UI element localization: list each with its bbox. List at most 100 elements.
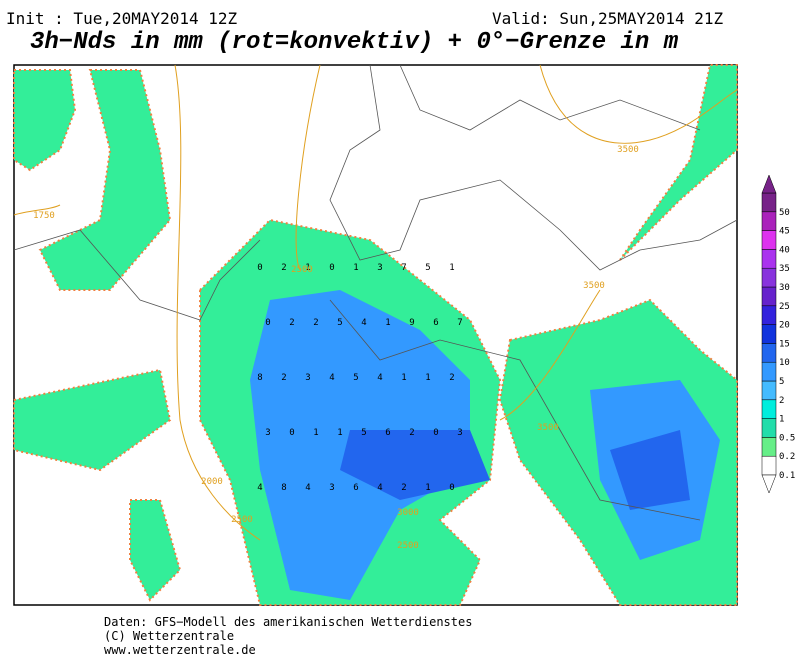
core-precip	[340, 430, 690, 510]
cell-value: 1	[337, 428, 342, 438]
legend-label: 5	[779, 377, 784, 387]
footer-line: www.wetterzentrale.de	[104, 643, 256, 657]
coastlines	[13, 64, 738, 521]
legend-swatch	[761, 324, 777, 344]
cell-value: 1	[385, 318, 390, 328]
cell-value: 4	[361, 318, 366, 328]
legend-swatch	[761, 267, 777, 288]
cell-value: 1	[449, 263, 454, 273]
legend-swatch	[761, 380, 777, 401]
legend-swatch	[761, 249, 777, 269]
cell-value: 0	[433, 428, 438, 438]
contour-label: 3500	[617, 145, 639, 155]
cell-value: 7	[401, 263, 406, 273]
contour-label: 3500	[583, 281, 605, 291]
legend-label: 50	[779, 208, 790, 218]
legend-swatch	[761, 230, 777, 250]
cell-value: 4	[377, 483, 382, 493]
cell-value: 3	[377, 263, 382, 273]
contour-label: 2000	[201, 477, 223, 487]
cell-value: 1	[401, 373, 406, 383]
cell-value: 3	[305, 373, 310, 383]
cell-value: 2	[449, 373, 454, 383]
legend-swatch	[761, 437, 777, 457]
cell-value: 6	[353, 483, 358, 493]
cell-value: 2	[281, 263, 286, 273]
legend-swatch	[761, 361, 777, 382]
cell-value: 8	[281, 483, 286, 493]
legend-label: 25	[779, 302, 790, 312]
legend-label: 40	[779, 245, 790, 255]
contour-label: 3000	[397, 508, 419, 518]
cell-value: 0	[289, 428, 294, 438]
legend-label: 35	[779, 264, 790, 274]
cell-value: 4	[305, 483, 310, 493]
cell-value: 4	[257, 483, 262, 493]
footer: Daten: GFS−Modell des amerikanischen Wet…	[104, 615, 472, 657]
legend-label: 45	[779, 227, 790, 237]
cell-value: 3	[457, 428, 462, 438]
legend-label: 10	[779, 358, 790, 368]
map-area: 0 2 1 0 1 3 7 5 1 0 2 2 5 4 1 9 6 7 8 2 3 4 5 4 1 1 2 3 0 1 1 5 6 2 0 3 4 8 4 3…	[13, 64, 738, 606]
legend-swatch	[761, 305, 777, 325]
contour-label: 1750	[33, 211, 55, 221]
legend-label: 30	[779, 283, 790, 293]
cell-value: 1	[425, 483, 430, 493]
cell-value: 1	[425, 373, 430, 383]
cell-value: 5	[361, 428, 366, 438]
contour-label: 3500	[537, 423, 559, 433]
legend-label: 1	[779, 415, 784, 425]
legend-label: 0.2	[779, 452, 795, 462]
contour-label: 2500	[231, 515, 253, 525]
cell-value: 6	[433, 318, 438, 328]
legend-arrow-top	[761, 174, 777, 194]
cell-value: 8	[257, 373, 262, 383]
cell-value: 1	[313, 428, 318, 438]
legend-label: 0.5	[779, 433, 795, 443]
cell-values: 0 2 1 0 1 3 7 5 1 0 2 2 5 4 1 9 6 7 8 2 3 4 5 4 1 1 2 3 0 1 1 5 6 2 0 3 4 8 4 3…	[257, 263, 462, 493]
legend-swatch	[761, 418, 777, 438]
valid-time: Valid: Sun,25MAY2014 21Z	[492, 9, 724, 28]
cell-value: 4	[329, 373, 334, 383]
cell-value: 2	[313, 318, 318, 328]
cell-value: 7	[457, 318, 462, 328]
cell-value: 2	[289, 318, 294, 328]
cell-value: 4	[377, 373, 382, 383]
cell-value: 3	[265, 428, 270, 438]
legend-label: 0.1	[779, 471, 795, 481]
cell-value: 5	[425, 263, 430, 273]
cell-value: 2	[401, 483, 406, 493]
legend-arrow-bottom	[761, 474, 777, 494]
footer-line: (C) Wetterzentrale	[104, 629, 234, 643]
cell-value: 1	[353, 263, 358, 273]
legend-label: 15	[779, 339, 790, 349]
cell-value: 2	[281, 373, 286, 383]
cell-value: 0	[449, 483, 454, 493]
legend-swatch	[761, 211, 777, 231]
legend-swatch	[761, 343, 777, 363]
cell-value: 0	[265, 318, 270, 328]
legend-swatch	[761, 399, 777, 419]
cell-value: 0	[257, 263, 262, 273]
legend-swatch	[761, 192, 777, 213]
cell-value: 2	[409, 428, 414, 438]
cell-value: 0	[329, 263, 334, 273]
legend-swatch	[761, 455, 777, 476]
legend-label: 20	[779, 321, 790, 331]
init-time: Init : Tue,20MAY2014 12Z	[6, 9, 238, 28]
cell-value: 3	[329, 483, 334, 493]
map-title: 3h−Nds in mm (rot=konvektiv) + 0°−Grenze…	[30, 29, 679, 56]
legend-label: 2	[779, 396, 784, 406]
cell-value: 5	[353, 373, 358, 383]
contour-label: 2500	[291, 265, 313, 275]
cell-value: 9	[409, 318, 414, 328]
freezing-level-contours	[13, 64, 738, 541]
legend-swatch	[761, 286, 777, 307]
cell-value: 6	[385, 428, 390, 438]
contour-label: 2500	[397, 541, 419, 551]
cell-value: 5	[337, 318, 342, 328]
cell-value: 1	[305, 263, 310, 273]
